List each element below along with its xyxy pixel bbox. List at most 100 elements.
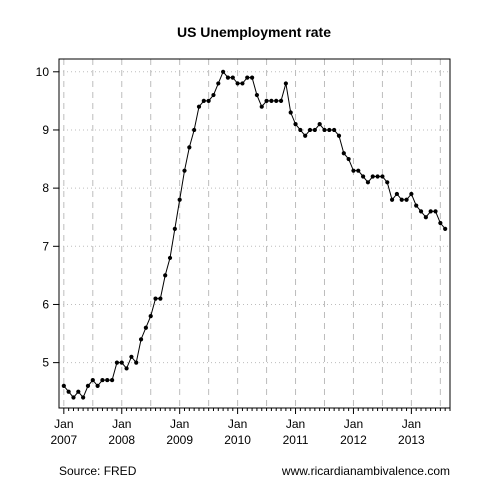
data-point — [187, 145, 192, 150]
data-point — [201, 98, 206, 103]
data-point — [235, 81, 240, 86]
data-point — [298, 127, 303, 133]
series-unemployment — [61, 69, 448, 400]
data-point — [129, 354, 134, 359]
data-point — [312, 127, 317, 133]
data-point — [278, 98, 284, 103]
data-point — [167, 255, 173, 261]
series-line — [63, 70, 446, 399]
y-tick-label: 9 — [42, 123, 49, 137]
chart-title: US Unemployment rate — [177, 24, 331, 40]
data-point — [221, 69, 226, 74]
data-point — [375, 174, 380, 179]
source-note: Source: FRED — [59, 464, 137, 478]
data-point — [307, 127, 313, 133]
data-point — [100, 377, 105, 383]
y-tick-label: 5 — [42, 356, 49, 370]
x-tick-label-month: Jan — [112, 417, 131, 431]
data-point — [81, 395, 86, 400]
data-point — [433, 209, 438, 214]
data-point — [365, 180, 371, 185]
y-tick-label: 10 — [36, 65, 50, 79]
data-point — [399, 197, 404, 202]
data-point — [428, 209, 433, 214]
data-point — [196, 104, 202, 109]
data-point — [249, 75, 255, 80]
data-point — [206, 98, 211, 103]
data-point — [351, 168, 356, 173]
data-point — [85, 383, 91, 388]
data-point — [332, 127, 337, 133]
x-axis: Jan 2007 Jan 2008 Jan 2009 Jan 2010 Jan 2011 Jan 20… — [50, 408, 451, 447]
data-point — [394, 191, 399, 197]
data-point — [385, 180, 390, 185]
x-tick-label-year: 2013 — [398, 433, 425, 447]
data-point — [66, 389, 71, 394]
data-point — [264, 98, 269, 103]
x-tick-label-month: Jan — [402, 417, 421, 431]
data-point — [71, 395, 76, 400]
data-point — [90, 377, 95, 383]
data-point — [110, 377, 115, 383]
y-tick-label: 8 — [42, 181, 49, 195]
data-point — [341, 151, 346, 156]
data-point — [361, 174, 366, 179]
data-point — [288, 110, 293, 115]
x-tick-label-year: 2009 — [166, 433, 193, 447]
data-point — [61, 383, 66, 388]
data-point — [124, 366, 129, 371]
y-tick-label: 7 — [42, 239, 49, 253]
data-point — [423, 215, 428, 220]
data-point — [303, 133, 308, 138]
data-point — [293, 122, 298, 127]
data-point — [240, 81, 245, 86]
data-point — [438, 220, 443, 226]
data-point — [336, 133, 342, 138]
data-point — [346, 156, 351, 162]
data-point — [216, 81, 221, 86]
data-point — [177, 197, 182, 202]
data-point — [414, 203, 419, 208]
data-point — [327, 127, 332, 133]
data-point — [322, 127, 327, 133]
data-point — [230, 75, 235, 80]
data-point — [192, 127, 197, 133]
data-point — [134, 360, 139, 365]
data-point — [317, 122, 322, 127]
x-tick-label-year: 2011 — [283, 433, 309, 447]
data-point — [380, 174, 385, 179]
data-point — [283, 81, 288, 86]
data-point — [182, 168, 187, 173]
data-point — [245, 75, 250, 80]
x-tick-label-year: 2010 — [224, 433, 251, 447]
data-point — [225, 75, 231, 80]
data-point — [153, 296, 158, 301]
y-tick-label: 6 — [42, 297, 49, 311]
data-point — [163, 273, 168, 278]
data-point — [105, 377, 110, 383]
data-point — [172, 226, 177, 231]
data-point — [143, 325, 148, 330]
x-tick-label-year: 2012 — [340, 433, 367, 447]
data-point — [370, 174, 375, 179]
data-point — [443, 226, 448, 231]
data-point — [404, 197, 409, 202]
data-point — [119, 360, 124, 365]
grid-lines — [59, 59, 450, 408]
data-point — [389, 197, 395, 202]
data-point — [211, 92, 216, 98]
y-axis: 5 6 7 8 9 10 — [36, 65, 59, 370]
data-point — [114, 360, 120, 365]
data-point — [254, 92, 260, 98]
x-tick-label-month: Jan — [344, 417, 363, 431]
x-tick-label-year: 2007 — [50, 433, 77, 447]
x-tick-label-month: Jan — [170, 417, 189, 431]
website-credit: www.ricardianambivalence.com — [281, 464, 450, 478]
x-tick-label-month: Jan — [228, 417, 247, 431]
data-point — [259, 104, 264, 109]
x-tick-label-month: Jan — [54, 417, 73, 431]
plot-frame — [58, 58, 451, 409]
data-point — [418, 209, 424, 214]
data-point — [274, 98, 279, 103]
